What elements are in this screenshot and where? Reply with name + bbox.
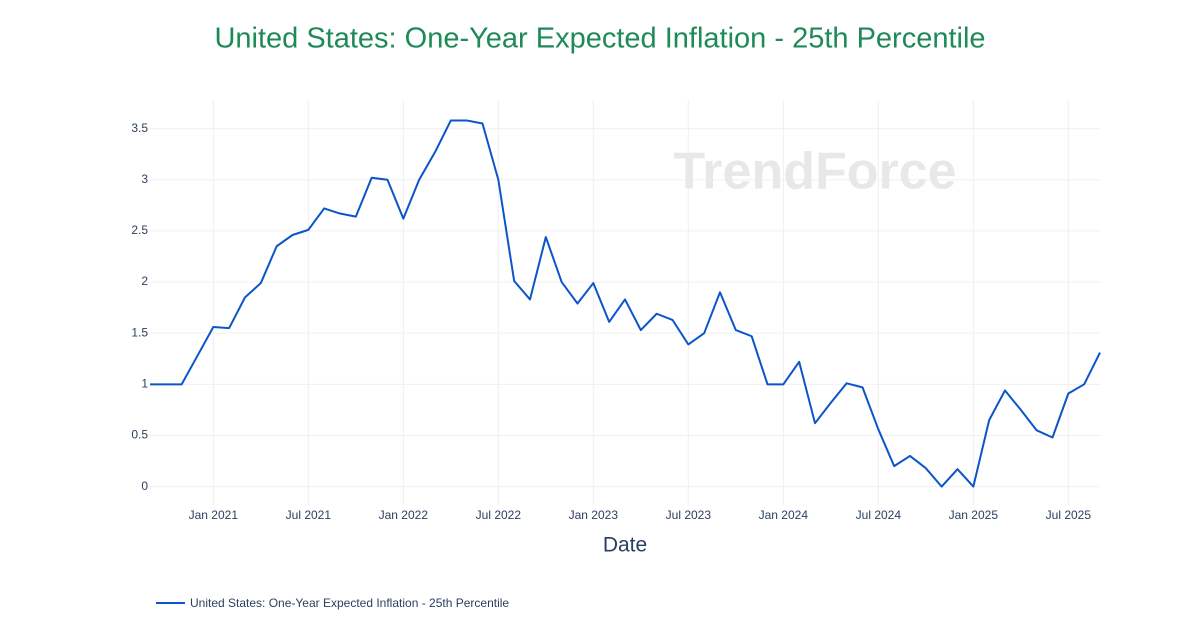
data-line	[150, 119, 1101, 488]
chart-title: United States: One-Year Expected Inflati…	[214, 23, 985, 55]
x-tick-label: Jan 2024	[759, 508, 809, 522]
x-tick-label: Jan 2022	[379, 508, 429, 522]
y-tick-label: 0	[141, 479, 148, 493]
x-tick-label: Jan 2023	[569, 508, 619, 522]
x-tick-label: Jul 2021	[286, 508, 332, 522]
x-tick-label: Jul 2023	[666, 508, 712, 522]
y-tick-label: 3	[141, 172, 148, 186]
x-tick-label: Jul 2022	[476, 508, 522, 522]
x-tick-label: Jul 2024	[856, 508, 902, 522]
x-tick-label: Jan 2025	[949, 508, 999, 522]
x-tick-label: Jan 2021	[189, 508, 239, 522]
y-tick-label: 1.5	[131, 325, 148, 339]
y-tick-label: 1	[141, 376, 148, 390]
y-tick-label: 2.5	[131, 223, 148, 237]
watermark: TrendForce	[673, 143, 956, 201]
y-tick-label: 0.5	[131, 428, 148, 442]
x-tick-label: Jul 2025	[1046, 508, 1092, 522]
y-tick-label: 3.5	[131, 121, 148, 135]
legend-label: United States: One-Year Expected Inflati…	[190, 596, 509, 610]
x-axis-title: Date	[603, 534, 647, 557]
y-tick-label: 2	[141, 274, 148, 288]
